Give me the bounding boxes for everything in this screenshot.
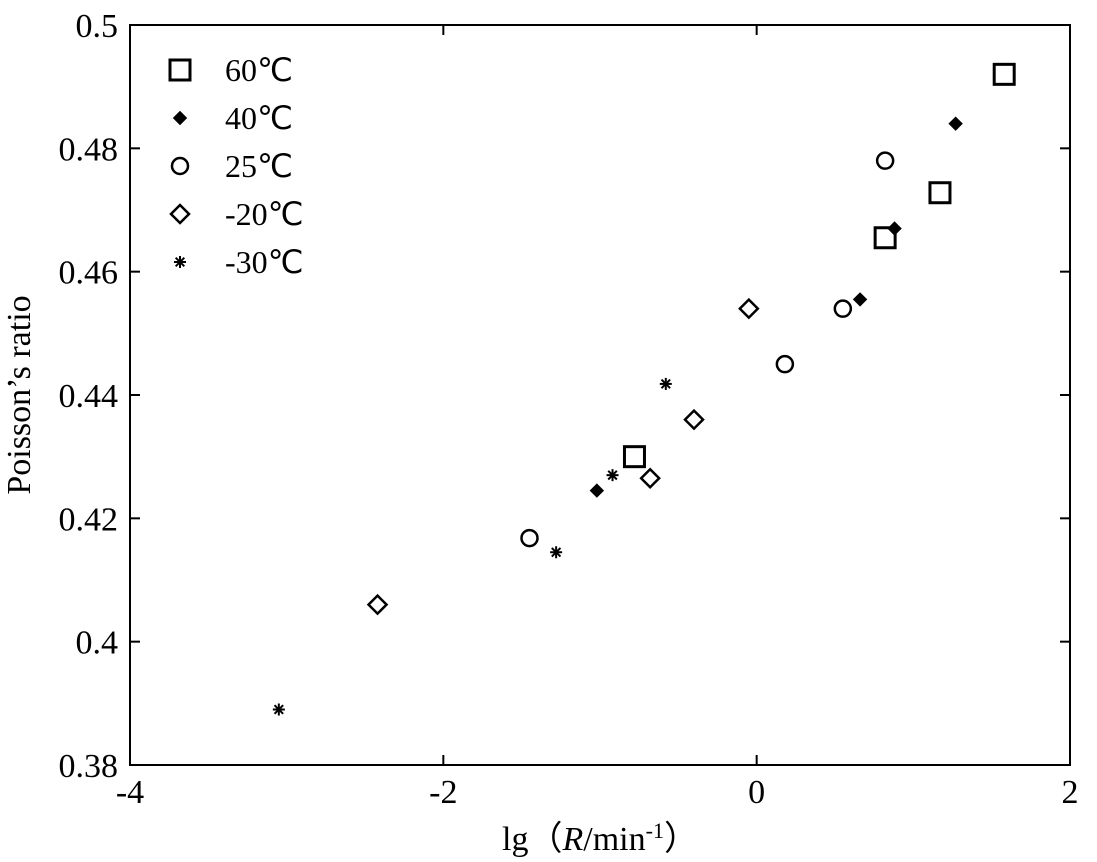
data-point — [590, 484, 603, 497]
data-points — [273, 64, 1014, 715]
data-point — [888, 222, 901, 235]
data-point — [660, 378, 672, 390]
y-tick-label: 0.48 — [59, 131, 119, 168]
data-point — [740, 300, 758, 318]
chart-svg: -4 -2 0 2 0.38 0.4 0.42 0.44 0.46 0.48 0.5 lg（R/min… — [0, 0, 1097, 862]
legend-label: 40℃ — [225, 100, 293, 136]
data-point — [930, 183, 950, 203]
data-point — [624, 447, 644, 467]
data-point — [550, 546, 562, 558]
data-point — [685, 411, 703, 429]
y-axis-label: Poisson’s ratio — [1, 295, 38, 494]
x-tick-label: 2 — [1062, 774, 1079, 811]
y-tick-label: 0.4 — [76, 625, 119, 662]
y-tick-label: 0.38 — [59, 748, 119, 785]
x-axis-label: lg（R/min-1） — [502, 818, 698, 859]
data-point — [369, 596, 387, 614]
data-point — [835, 301, 851, 317]
legend-item: -30℃ — [174, 244, 304, 280]
x-tick-label: -2 — [429, 774, 457, 811]
legend-label: 25℃ — [225, 148, 293, 184]
legend-label: -30℃ — [225, 244, 304, 280]
plot-border — [130, 25, 1070, 765]
y-tick-label: 0.46 — [59, 255, 119, 292]
data-point — [949, 117, 962, 130]
legend-item: 40℃ — [174, 100, 293, 136]
legend-item: 60℃ — [170, 52, 293, 88]
data-point — [777, 356, 793, 372]
legend-label: -20℃ — [225, 196, 304, 232]
scatter-chart: -4 -2 0 2 0.38 0.4 0.42 0.44 0.46 0.48 0.5 lg（R/min… — [0, 0, 1097, 862]
y-tick-label: 0.44 — [59, 378, 119, 415]
data-point — [273, 704, 285, 716]
data-point — [641, 469, 659, 487]
y-tick-label: 0.42 — [59, 501, 119, 538]
data-point — [994, 64, 1014, 84]
y-tick-label: 0.5 — [76, 8, 119, 45]
data-point — [854, 293, 867, 306]
legend-item: 25℃ — [172, 148, 293, 184]
data-point — [607, 469, 619, 481]
legend: 60℃ 40℃ 25℃ -20℃ -30℃ — [170, 52, 304, 280]
legend-item: -20℃ — [171, 196, 304, 232]
data-point — [522, 530, 538, 546]
legend-label: 60℃ — [225, 52, 293, 88]
data-point — [877, 153, 893, 169]
x-tick-label: 0 — [748, 774, 765, 811]
x-tick-label: -4 — [116, 774, 144, 811]
